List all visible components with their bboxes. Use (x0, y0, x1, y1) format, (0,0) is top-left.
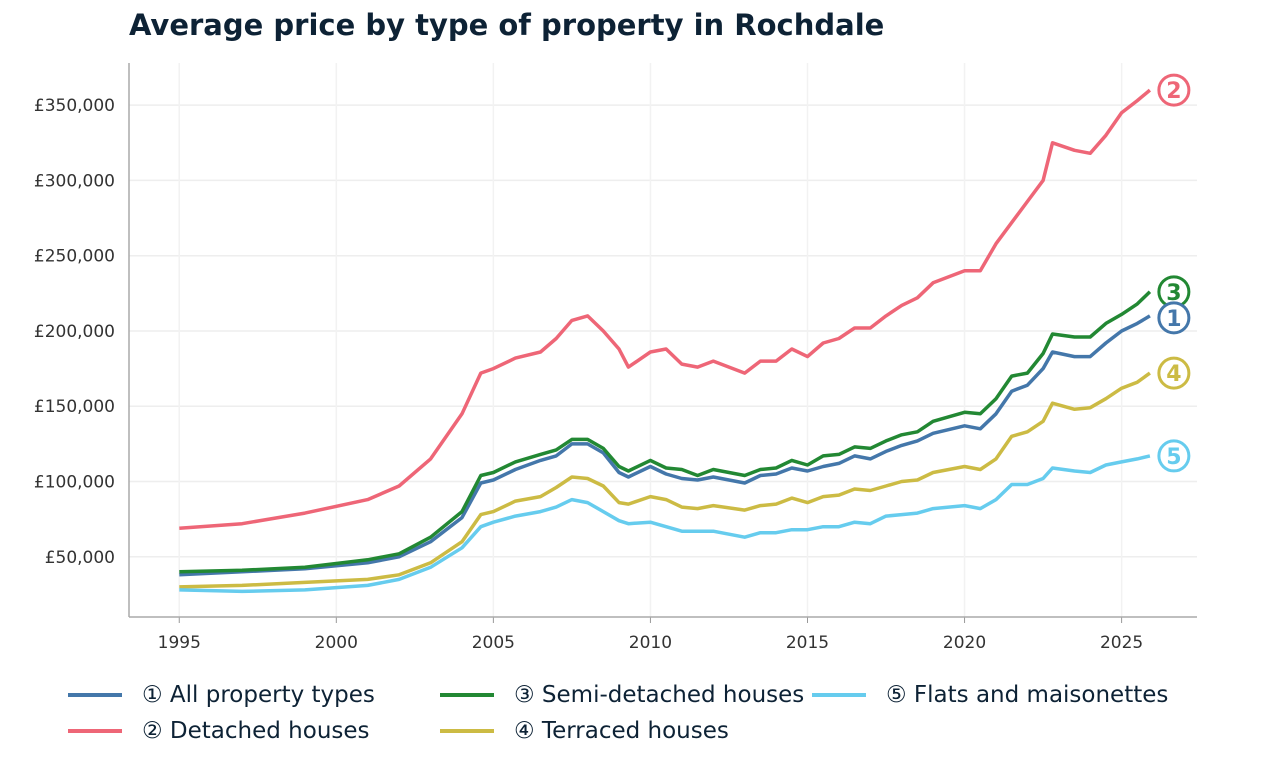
series-line-4 (179, 371, 1151, 589)
legend-swatch (812, 693, 866, 697)
legend: ① All property types ③ Semi-detached hous… (68, 680, 1172, 746)
legend-item: ③ Semi-detached houses (440, 680, 812, 710)
y-tick-label: £100,000 (34, 473, 115, 493)
chart-title: Average price by type of property in Roc… (129, 8, 885, 42)
legend-item: ④ Terraced houses (440, 716, 812, 746)
end-label-number: 5 (1166, 445, 1181, 470)
series-line-1 (179, 314, 1151, 577)
x-tick-label: 2005 (472, 633, 515, 653)
end-label-circle (1157, 356, 1191, 390)
legend-swatch (440, 693, 494, 697)
y-tick-label: £300,000 (34, 171, 115, 191)
end-label-number: 3 (1166, 281, 1181, 306)
y-tick-label: £200,000 (34, 322, 115, 342)
y-tick-label: £250,000 (34, 247, 115, 267)
legend-label: ④ Terraced houses (514, 718, 729, 744)
legend-item: ① All property types (68, 680, 440, 710)
x-tick-label: 2000 (315, 633, 358, 653)
legend-swatch (68, 693, 122, 697)
series-line-3 (179, 290, 1152, 574)
x-tick-label: 2025 (1100, 633, 1143, 653)
legend-label: ② Detached houses (142, 718, 370, 744)
x-tick-label: 2015 (786, 633, 829, 653)
legend-label: ③ Semi-detached houses (514, 682, 805, 708)
x-tick-label: 2020 (943, 633, 986, 653)
end-label-circle (1157, 73, 1191, 107)
series-line-5 (179, 454, 1151, 594)
y-tick-label: £150,000 (34, 397, 115, 417)
end-label-number: 1 (1166, 307, 1181, 332)
legend-label: ① All property types (142, 682, 375, 708)
series-line-2 (179, 88, 1152, 530)
end-label-circle (1157, 439, 1191, 473)
x-tick-label: 2010 (629, 633, 672, 653)
legend-item: ⑤ Flats and maisonettes (812, 680, 1172, 710)
y-tick-label: £350,000 (34, 96, 115, 116)
legend-label: ⑤ Flats and maisonettes (886, 682, 1169, 708)
x-tick-label: 1995 (158, 633, 201, 653)
legend-swatch (68, 729, 122, 733)
end-label-number: 2 (1166, 79, 1181, 104)
end-label-circle (1157, 301, 1191, 335)
legend-swatch (440, 729, 494, 733)
y-tick-label: £50,000 (45, 548, 115, 568)
end-label-number: 4 (1166, 362, 1181, 387)
legend-item: ② Detached houses (68, 716, 440, 746)
